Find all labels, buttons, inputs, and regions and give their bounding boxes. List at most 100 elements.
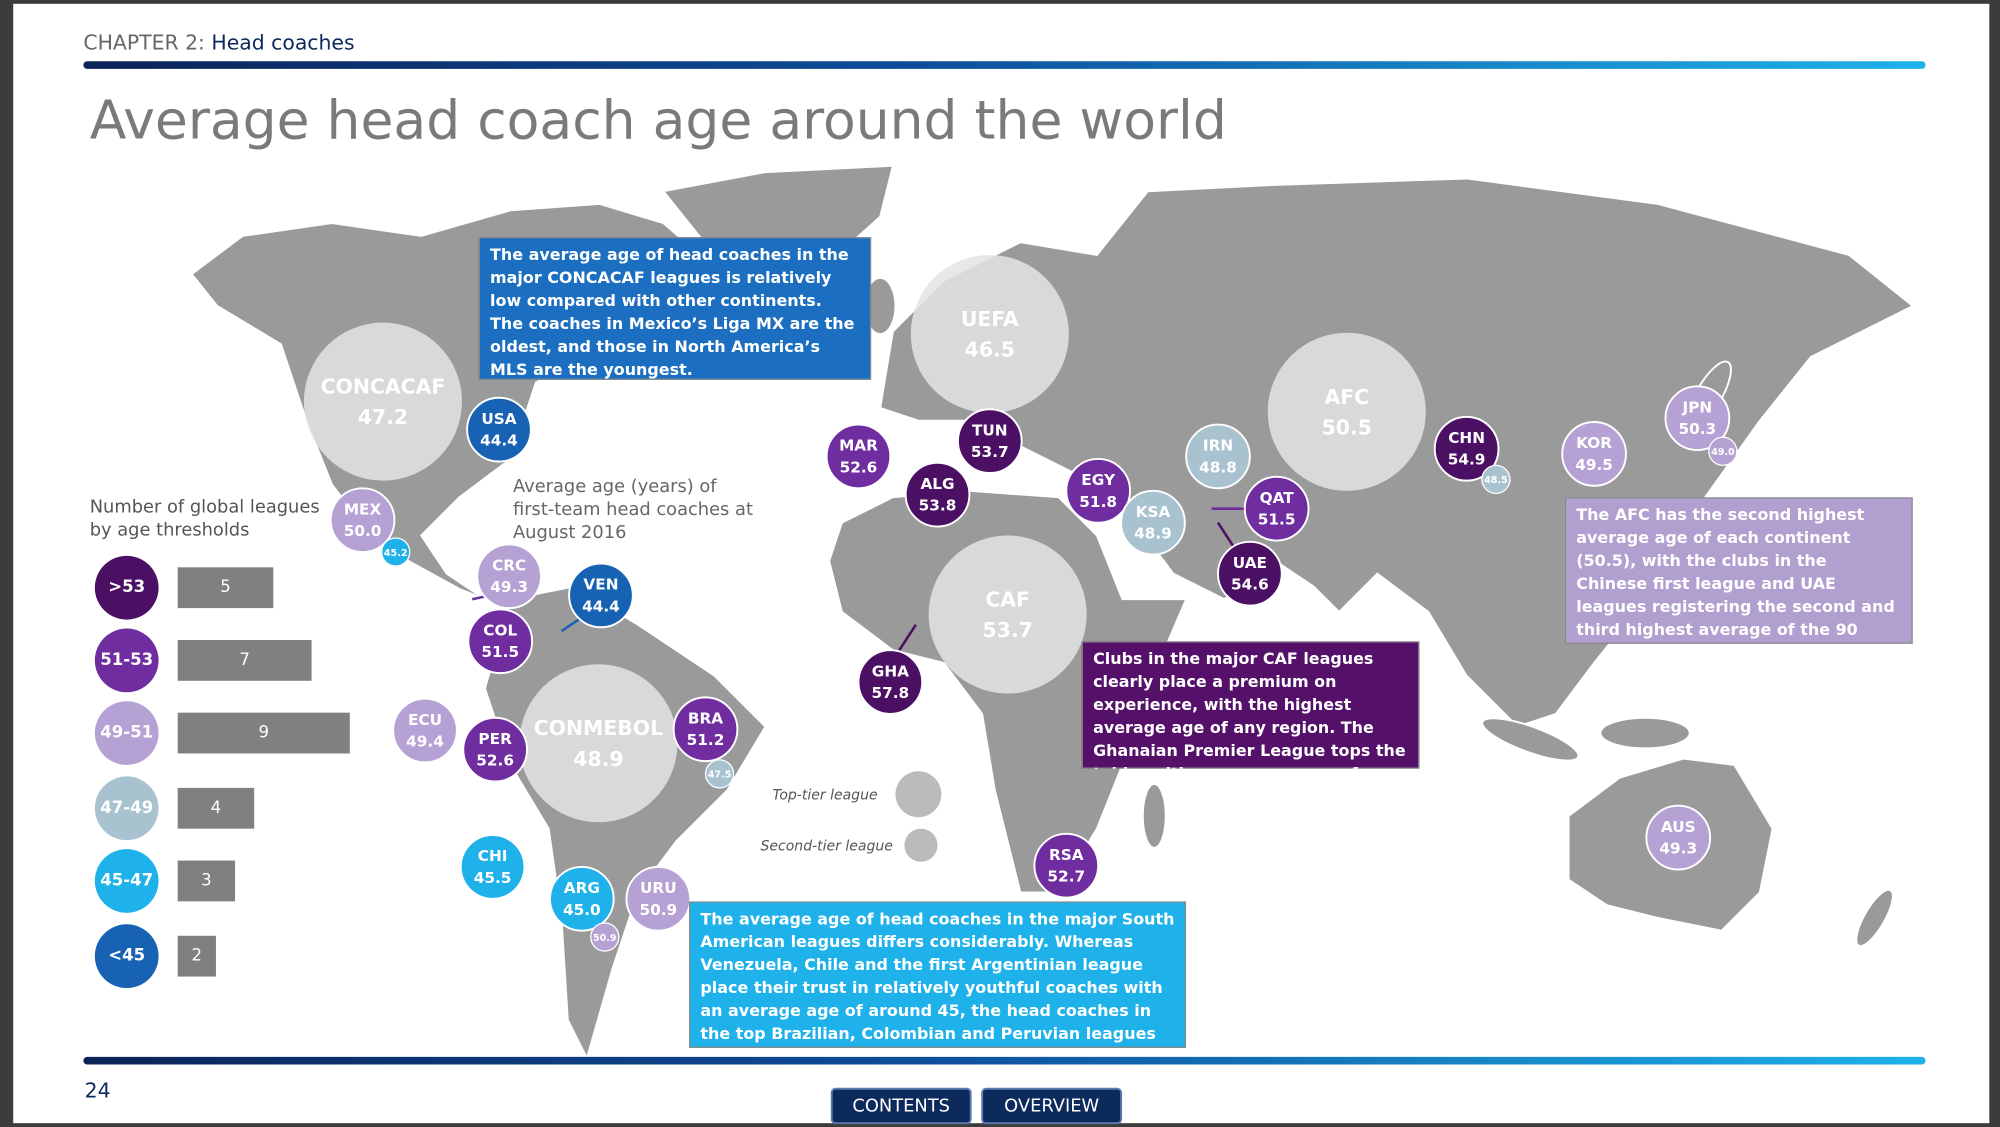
country-bubble bbox=[904, 461, 971, 528]
country-code: ALG bbox=[920, 475, 954, 493]
connector bbox=[898, 623, 917, 651]
country-code: CHI bbox=[478, 847, 508, 865]
country-age: 54.9 bbox=[1448, 451, 1486, 469]
second-tier-age: 45.2 bbox=[384, 548, 408, 559]
callout: The average age of head coaches in the m… bbox=[478, 237, 872, 380]
country-bubble bbox=[462, 716, 528, 783]
nav-button[interactable] bbox=[981, 1087, 1123, 1125]
callout-text: The average age of head coaches in the m… bbox=[688, 901, 1187, 1048]
footer-rule bbox=[83, 1056, 1926, 1065]
country-bubble bbox=[1645, 804, 1712, 871]
country-bubble bbox=[1065, 458, 1131, 524]
region-bubble bbox=[910, 254, 1069, 414]
threshold-label: 45-47 bbox=[100, 870, 153, 889]
new-guinea bbox=[1599, 716, 1691, 750]
header-rule bbox=[83, 61, 1926, 69]
country-code: CHN bbox=[1448, 429, 1485, 447]
country-age: 50.0 bbox=[344, 522, 382, 540]
region-name: CONMEBOL bbox=[534, 716, 663, 740]
country-bubble bbox=[466, 396, 532, 463]
nav-button[interactable] bbox=[830, 1087, 972, 1125]
chapter-number: CHAPTER 2: bbox=[83, 30, 205, 54]
country-bubble bbox=[1217, 540, 1283, 607]
threshold-bar bbox=[177, 860, 236, 902]
chapter-section: Head coaches bbox=[211, 30, 354, 54]
country-age: 57.8 bbox=[872, 684, 910, 702]
map-legend-title: Average age (years) of first-team head co… bbox=[513, 476, 753, 543]
region-age: 48.9 bbox=[573, 747, 623, 771]
threshold-bar bbox=[177, 712, 350, 754]
legend-second-tier: Second-tier league bbox=[761, 839, 893, 855]
country-code: GHA bbox=[872, 662, 909, 680]
country-age: 54.6 bbox=[1231, 576, 1269, 594]
country-code: MEX bbox=[344, 500, 382, 518]
country-age: 51.5 bbox=[1258, 511, 1296, 529]
country-age: 49.3 bbox=[1659, 840, 1697, 858]
region-age: 50.5 bbox=[1322, 415, 1372, 439]
country-code: ARG bbox=[564, 879, 600, 897]
country-code: CRC bbox=[492, 557, 526, 575]
threshold-circle bbox=[94, 701, 159, 765]
country-code: COL bbox=[483, 622, 517, 640]
region-name: UEFA bbox=[961, 307, 1019, 331]
threshold-label: 49-51 bbox=[100, 723, 153, 742]
threshold-label: >53 bbox=[108, 577, 145, 596]
country-age: 44.4 bbox=[582, 597, 620, 615]
country-bubble bbox=[476, 543, 542, 610]
country-code: KSA bbox=[1136, 503, 1171, 521]
country-age: 51.5 bbox=[481, 643, 519, 661]
country-bubble bbox=[1033, 832, 1100, 899]
country-age: 53.8 bbox=[919, 497, 957, 515]
country-age: 50.3 bbox=[1679, 420, 1717, 438]
country-code: USA bbox=[481, 410, 516, 428]
country-age: 49.5 bbox=[1575, 456, 1613, 474]
page-title: Average head coach age around the world bbox=[90, 88, 1227, 151]
country-bubble bbox=[1561, 421, 1627, 487]
second-tier-bubble bbox=[590, 922, 620, 952]
madagascar bbox=[1141, 783, 1167, 849]
country-age: 51.2 bbox=[687, 731, 725, 749]
second-tier-bubble bbox=[1708, 436, 1738, 466]
thresholds-title: Number of global leagues by age threshold… bbox=[90, 496, 320, 540]
threshold-label: 51-53 bbox=[100, 650, 153, 669]
page-number: 24 bbox=[85, 1078, 111, 1102]
threshold-bar bbox=[177, 567, 274, 609]
threshold-bar bbox=[177, 639, 312, 681]
country-bubble bbox=[857, 649, 924, 715]
callout: The AFC has the second highest average a… bbox=[1564, 497, 1913, 644]
region-bubble bbox=[1267, 332, 1426, 491]
second-tier-age: 49.0 bbox=[1711, 447, 1735, 458]
country-age: 48.8 bbox=[1199, 458, 1237, 476]
threshold-bar bbox=[177, 935, 216, 977]
country-bubble bbox=[1243, 475, 1310, 542]
country-code: TUN bbox=[972, 421, 1008, 439]
nav-button-label[interactable]: OVERVIEW bbox=[1004, 1096, 1099, 1117]
threshold-label: 47-49 bbox=[100, 798, 153, 817]
country-code: EGY bbox=[1081, 471, 1116, 489]
country-code: VEN bbox=[583, 576, 618, 594]
threshold-value: 4 bbox=[211, 798, 222, 817]
country-code: MAR bbox=[839, 437, 878, 455]
threshold-bar bbox=[177, 787, 255, 829]
region-age: 47.2 bbox=[358, 405, 408, 429]
threshold-value: 5 bbox=[220, 577, 231, 596]
country-code: QAT bbox=[1260, 489, 1295, 507]
second-tier-bubble bbox=[381, 537, 411, 567]
threshold-value: 3 bbox=[201, 870, 212, 889]
threshold-value: 9 bbox=[258, 723, 269, 742]
country-bubble bbox=[1120, 489, 1186, 556]
country-age: 48.9 bbox=[1134, 525, 1172, 543]
legend-top-circle bbox=[895, 771, 942, 818]
country-bubble bbox=[467, 608, 534, 675]
country-bubble bbox=[625, 865, 692, 932]
nav-button-label[interactable]: CONTENTS bbox=[852, 1096, 950, 1117]
chapter-label: CHAPTER 2: Head coaches bbox=[83, 30, 354, 54]
threshold-value: 2 bbox=[192, 946, 203, 965]
region-bubble bbox=[519, 664, 678, 823]
country-bubble bbox=[1185, 423, 1251, 490]
threshold-circle bbox=[94, 849, 159, 913]
country-code: BRA bbox=[688, 710, 723, 728]
country-code: IRN bbox=[1203, 437, 1233, 455]
region-name: CAF bbox=[985, 587, 1030, 611]
